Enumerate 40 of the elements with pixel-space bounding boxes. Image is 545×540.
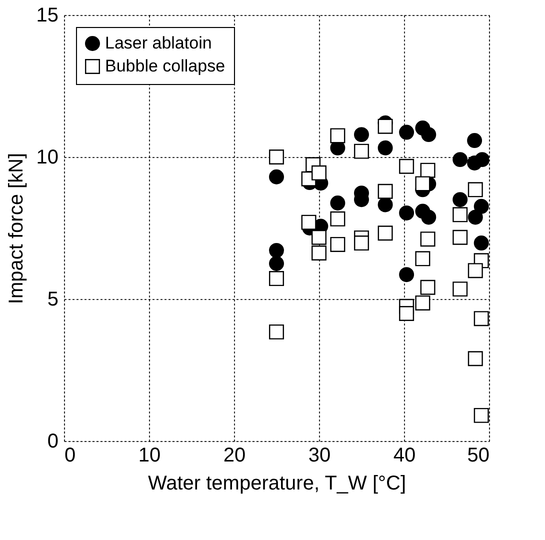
y-tick-label: 15 <box>36 4 58 26</box>
y-axis-title: Impact force [kN] <box>5 152 28 304</box>
y-tick-label: 5 <box>47 288 58 310</box>
point <box>312 165 326 180</box>
point <box>399 267 414 282</box>
point <box>269 169 284 184</box>
point <box>468 263 483 278</box>
point <box>354 236 369 251</box>
point <box>269 256 284 271</box>
point <box>330 196 346 210</box>
x-tick-label: 50 <box>467 444 490 466</box>
point <box>421 127 436 142</box>
point <box>474 198 489 214</box>
legend-label: Laser ablatoin <box>105 34 212 52</box>
y-tick-label: 10 <box>36 146 58 168</box>
point <box>399 124 414 140</box>
x-tick-label: 10 <box>138 444 161 466</box>
point <box>474 152 489 168</box>
point <box>474 236 489 251</box>
point <box>399 158 414 174</box>
x-axis-title: Water temperature, T_W [°C] <box>148 472 406 494</box>
point <box>301 214 316 230</box>
point <box>452 152 468 168</box>
point <box>269 242 284 258</box>
point <box>378 118 393 134</box>
point <box>354 127 369 142</box>
point <box>399 205 414 220</box>
y-tick-label: 0 <box>47 430 58 452</box>
x-tick-label: 0 <box>64 444 76 466</box>
x-tick-label: 20 <box>223 444 246 466</box>
point <box>421 210 436 225</box>
legend-label: Bubble collapse <box>105 56 226 76</box>
point <box>467 133 482 148</box>
point <box>378 140 393 156</box>
x-tick-label: 40 <box>393 444 416 466</box>
point <box>378 197 393 212</box>
point <box>415 176 430 192</box>
point <box>468 210 483 225</box>
x-tick-label: 30 <box>308 444 331 466</box>
point <box>452 192 468 208</box>
